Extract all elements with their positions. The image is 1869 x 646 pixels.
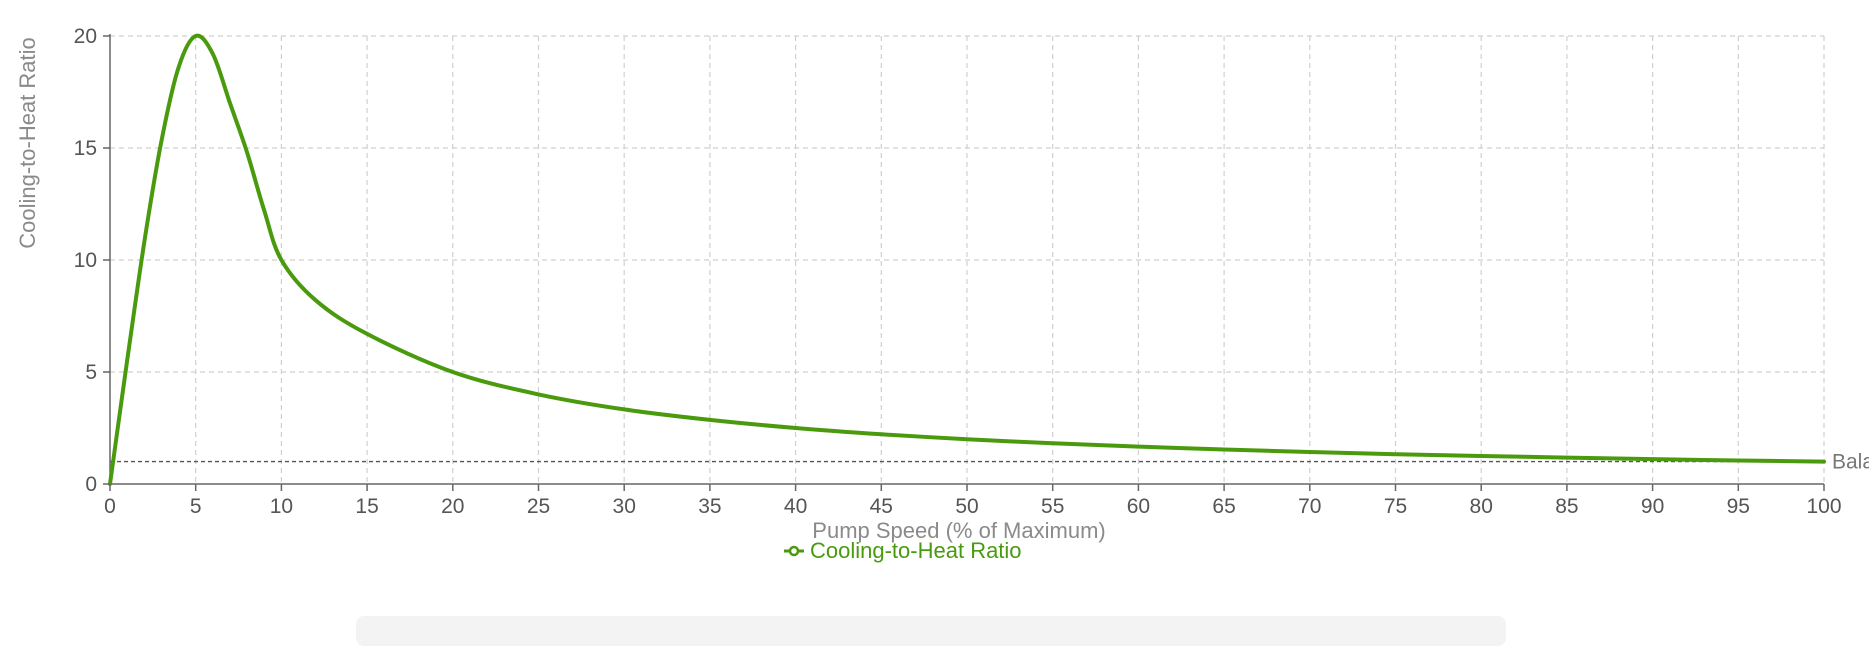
reference-line-label: Bala — [1832, 451, 1869, 474]
x-tick-label: 30 — [613, 495, 636, 518]
series-line[interactable] — [108, 33, 1826, 486]
series-lines — [108, 33, 1826, 486]
legend-marker-icon — [788, 545, 800, 557]
x-tick-label: 15 — [355, 495, 378, 518]
y-tick-label: 15 — [74, 137, 97, 160]
y-tick-labels: 0 5 10 15 20 — [74, 25, 110, 496]
bottom-panel — [356, 616, 1506, 646]
x-tick-label: 40 — [784, 495, 807, 518]
x-tick-label: 90 — [1641, 495, 1664, 518]
x-tick-label: 0 — [104, 495, 116, 518]
y-tick-label: 5 — [85, 361, 97, 384]
y-tick-label: 0 — [85, 473, 97, 496]
x-tick-label: 10 — [270, 495, 293, 518]
x-axis-title: Pump Speed (% of Maximum) — [812, 518, 1105, 543]
x-tick-label: 50 — [955, 495, 978, 518]
x-tick-label: 100 — [1806, 495, 1841, 518]
x-tick-label: 80 — [1470, 495, 1493, 518]
legend[interactable]: Cooling-to-Heat Ratio — [784, 538, 1022, 563]
x-tick-label: 60 — [1127, 495, 1150, 518]
x-tick-label: 65 — [1212, 495, 1235, 518]
x-tick-label: 45 — [870, 495, 893, 518]
x-tick-label: 20 — [441, 495, 464, 518]
chart: Bala 0 5 10 15 20 25 30 35 40 45 50 55 60 65 70 75 80 85 9… — [15, 25, 1869, 563]
x-tick-label: 75 — [1384, 495, 1407, 518]
x-tick-label: 35 — [698, 495, 721, 518]
x-tick-label: 25 — [527, 495, 550, 518]
grid — [110, 35, 1825, 484]
x-tick-label: 85 — [1555, 495, 1578, 518]
x-tick-label: 55 — [1041, 495, 1064, 518]
reference-lines: Bala — [110, 451, 1869, 474]
legend-label: Cooling-to-Heat Ratio — [810, 538, 1022, 563]
y-tick-label: 10 — [74, 249, 97, 272]
x-tick-label: 95 — [1727, 495, 1750, 518]
x-tick-labels: 0 5 10 15 20 25 30 35 40 45 50 55 60 65 70 75 80 85 90 95 10… — [104, 484, 1842, 518]
y-axis-title: Cooling-to-Heat Ratio — [15, 37, 40, 249]
x-tick-label: 70 — [1298, 495, 1321, 518]
y-tick-label: 20 — [74, 25, 97, 48]
x-tick-label: 5 — [190, 495, 202, 518]
